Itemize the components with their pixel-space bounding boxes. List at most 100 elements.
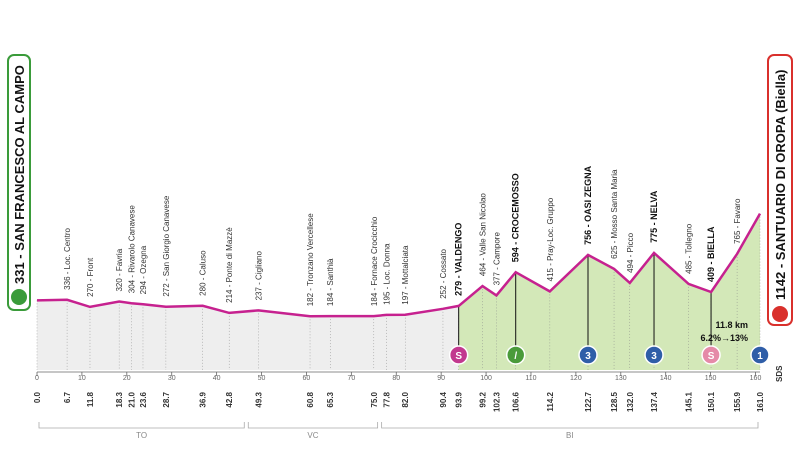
profile-line: [36, 212, 762, 318]
climb-gradient: 6.2%→13%: [700, 333, 748, 343]
waypoint-label: 270 - Front: [86, 257, 95, 297]
waypoint-km: 106.6: [512, 391, 521, 412]
waypoint-km: 90.4: [439, 391, 448, 407]
waypoint-km: 155.9: [733, 391, 742, 412]
waypoint-label: 214 - Ponte di Mazzè: [225, 227, 234, 303]
waypoint-km: 82.0: [401, 391, 410, 407]
x-tick-label: 30: [168, 375, 176, 382]
climb-marker: [505, 345, 526, 365]
region-label: VC: [307, 431, 318, 440]
waypoint-km: 65.3: [326, 391, 335, 407]
climb-area: [458, 213, 760, 370]
waypoint-km: 102.3: [492, 391, 501, 412]
waypoint-km: 60.8: [306, 391, 315, 407]
x-tick-label: 40: [213, 375, 221, 382]
waypoint-label: 182 - Tronzano Vercellese: [306, 213, 315, 306]
start-icon: [11, 289, 27, 305]
x-tick-label: 140: [660, 375, 672, 382]
waypoint-km: 23.6: [139, 391, 148, 407]
region-label: TO: [136, 431, 147, 440]
waypoint-km: 28.7: [162, 391, 171, 407]
region-bracket: [381, 422, 759, 429]
region-label: BI: [566, 431, 574, 440]
waypoint-km: 150.1: [707, 391, 716, 412]
waypoint-label: 279 - VALDENGO: [454, 223, 464, 296]
waypoint-label: 272 - San Giorgio Canavese: [162, 195, 171, 297]
waypoint-label: 336 - Loc. Centro: [63, 227, 72, 289]
climb-marker: [644, 345, 664, 365]
waypoint-km: 11.8: [86, 391, 95, 407]
x-tick-label: 20: [123, 375, 131, 382]
waypoint-label: 775 - NELVA: [649, 190, 659, 243]
finish-box: [767, 54, 793, 326]
x-tick-label: 70: [347, 375, 355, 382]
climb-marker-label: /: [514, 351, 517, 362]
waypoint-label: 485 - Tollegno: [685, 223, 694, 274]
waypoint-km: 122.7: [584, 391, 593, 412]
waypoint-label: 197 - Mottalciata: [401, 245, 410, 305]
x-tick-label: 150: [705, 375, 717, 382]
waypoint-label: 756 - OASI ZEGNA: [583, 165, 593, 245]
waypoint-label: 195 - Loc. Donna: [382, 243, 391, 305]
x-tick-label: 80: [392, 375, 400, 382]
waypoint-label: 280 - Caluso: [199, 250, 208, 296]
climb-marker-label: 3: [651, 351, 657, 362]
waypoint-label: 184 - Fornace Crocicchio: [370, 216, 379, 306]
waypoint-label: 304 - Rivarolo Canavese: [127, 205, 136, 294]
waypoint-km: 128.5: [610, 391, 619, 412]
waypoint-label: 377 - Campore: [492, 232, 501, 286]
region-bracket: [38, 422, 245, 429]
waypoint-label: 594 - CROCEMOSSO: [511, 173, 521, 262]
climb-marker: [701, 345, 721, 365]
x-tick-label: 50: [258, 375, 266, 382]
waypoint-km: 75.0: [370, 391, 379, 407]
waypoint-km: 49.3: [254, 391, 263, 407]
waypoint-km: 161.0: [756, 391, 765, 412]
x-tick-label: 160: [750, 375, 762, 382]
x-tick-label: 10: [78, 375, 86, 382]
x-tick-label: 60: [303, 375, 311, 382]
waypoint-km: 42.8: [225, 391, 234, 407]
waypoint-km: 21.0: [127, 391, 136, 407]
x-tick-label: 120: [570, 375, 582, 382]
start-label: 331 - SAN FRANCESCO AL CAMPO: [12, 65, 27, 284]
waypoint-km: 114.2: [546, 391, 555, 411]
waypoint-km: 93.9: [455, 391, 464, 407]
waypoint-label: 494 - Picco: [626, 232, 635, 273]
waypoint-label: 237 - Cigliano: [254, 250, 263, 300]
region-bracket: [247, 422, 379, 429]
waypoint-label: 409 - BIELLA: [706, 226, 716, 282]
waypoint-label: 294 - Ozegna: [139, 245, 148, 294]
waypoint-km: 18.3: [115, 391, 124, 407]
climb-marker-label: 3: [585, 351, 591, 362]
waypoint-km: 6.7: [63, 391, 72, 403]
waypoint-km: 77.8: [382, 391, 391, 407]
waypoint-label: 320 - Favria: [115, 248, 124, 291]
climb-length: 11.8 km: [715, 320, 748, 330]
x-tick-label: 100: [480, 375, 492, 382]
waypoint-label: 464 - Valle San Nicolao: [478, 193, 487, 277]
waypoint-km: 145.1: [685, 391, 694, 412]
waypoint-label: 252 - Cossato: [439, 248, 448, 298]
waypoint-label: 765 - Favaro: [733, 198, 742, 244]
climb-marker: [448, 345, 469, 365]
credit: SDS: [775, 365, 784, 382]
climb-marker: [578, 345, 598, 365]
x-tick-label: 0: [35, 375, 39, 382]
waypoint-km: 99.2: [478, 391, 487, 407]
climb-marker-label: S: [455, 351, 462, 362]
waypoint-km: 137.4: [650, 391, 659, 412]
waypoint-label: 415 - Pray-Loc. Gruppo: [546, 197, 555, 281]
start-box: [7, 54, 31, 311]
climb-marker-label: S: [708, 351, 715, 362]
x-tick-label: 90: [437, 375, 445, 382]
x-tick-label: 130: [615, 375, 627, 382]
finish-label: 1142 - SANTUARIO DI OROPA (Biella): [773, 70, 788, 300]
waypoint-km: 132.0: [626, 391, 635, 412]
x-tick-label: 110: [525, 375, 536, 382]
waypoint-km: 0.0: [33, 391, 42, 403]
waypoint-km: 36.9: [199, 391, 208, 407]
climb-marker-label: 1: [757, 351, 763, 362]
waypoint-label: 184 - Santhià: [326, 258, 335, 306]
